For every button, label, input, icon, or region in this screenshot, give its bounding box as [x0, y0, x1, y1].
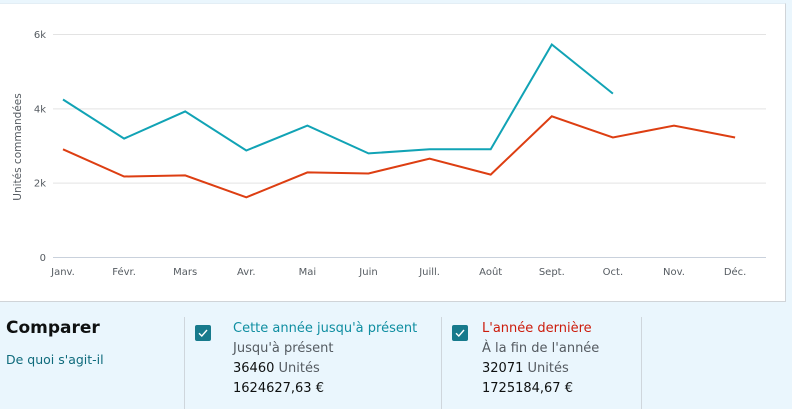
grid-lines: [53, 34, 766, 258]
y-tick-label: 2k: [34, 179, 46, 190]
last-year-units-label: Unités: [527, 361, 569, 376]
this-year-units: 36460 Unités: [233, 359, 417, 379]
last-year-units: 32071 Unités: [482, 359, 599, 379]
this-year-label[interactable]: Cette année jusqu'à présent: [233, 321, 418, 336]
checkmark-icon: [455, 329, 465, 337]
last-year-amount: 1725184,67 €: [482, 381, 573, 396]
y-tick-label: 6k: [34, 30, 46, 41]
series-lines: [62, 42, 736, 199]
divider: [441, 317, 442, 409]
y-tick-labels: 0 2k 4k 6k: [34, 30, 46, 264]
last-year-line: [62, 115, 736, 199]
x-tick-label: Févr.: [112, 266, 136, 278]
checkmark-icon: [198, 329, 208, 337]
x-tick-label: Nov.: [663, 267, 685, 278]
x-tick-labels: Janv. Févr. Mars Avr. Mai Juin Juill. Août Sept.…: [50, 266, 746, 278]
x-tick-label: Mars: [173, 267, 197, 278]
this-year-amount: 1624627,63 €: [233, 381, 324, 396]
compare-title: Comparer: [6, 318, 100, 338]
x-tick-label: Déc.: [724, 266, 747, 278]
divider: [184, 317, 185, 409]
x-tick-label: Août: [479, 266, 502, 278]
this-year-units-value: 36460: [233, 361, 275, 376]
last-year-subtitle: À la fin de l'année: [482, 341, 600, 356]
chart-panel: 0 2k 4k 6k Janv. Févr. Mars Avr. Mai Juin Juill. A…: [0, 3, 786, 302]
x-tick-label: Janv.: [50, 267, 75, 278]
this-year-checkbox[interactable]: [195, 325, 211, 341]
what-is-this-link[interactable]: De quoi s'agit-il: [6, 352, 104, 367]
y-tick-label: 4k: [34, 104, 46, 115]
x-tick-label: Avr.: [237, 267, 256, 278]
this-year-subtitle: Jusqu'à présent: [233, 341, 334, 356]
y-tick-label: 0: [40, 253, 46, 264]
x-tick-label: Mai: [299, 267, 317, 278]
compare-section: Comparer De quoi s'agit-il Cette année j…: [0, 303, 792, 409]
y-axis-title: Unités commandées: [12, 93, 24, 200]
last-year-units-value: 32071: [482, 361, 524, 376]
this-year-line: [62, 42, 614, 155]
units-ordered-chart: 0 2k 4k 6k Janv. Févr. Mars Avr. Mai Juin Juill. A…: [12, 30, 766, 278]
divider: [641, 317, 642, 409]
top-strip: [0, 0, 792, 3]
last-year-label[interactable]: L'année dernière: [482, 321, 592, 336]
right-strip: [787, 0, 792, 303]
last-year-checkbox[interactable]: [452, 325, 468, 341]
x-tick-label: Juin: [358, 267, 377, 278]
x-tick-label: Juill.: [418, 267, 440, 278]
this-year-units-label: Unités: [278, 361, 320, 376]
x-tick-label: Sept.: [539, 267, 565, 278]
x-tick-label: Oct.: [603, 267, 623, 278]
